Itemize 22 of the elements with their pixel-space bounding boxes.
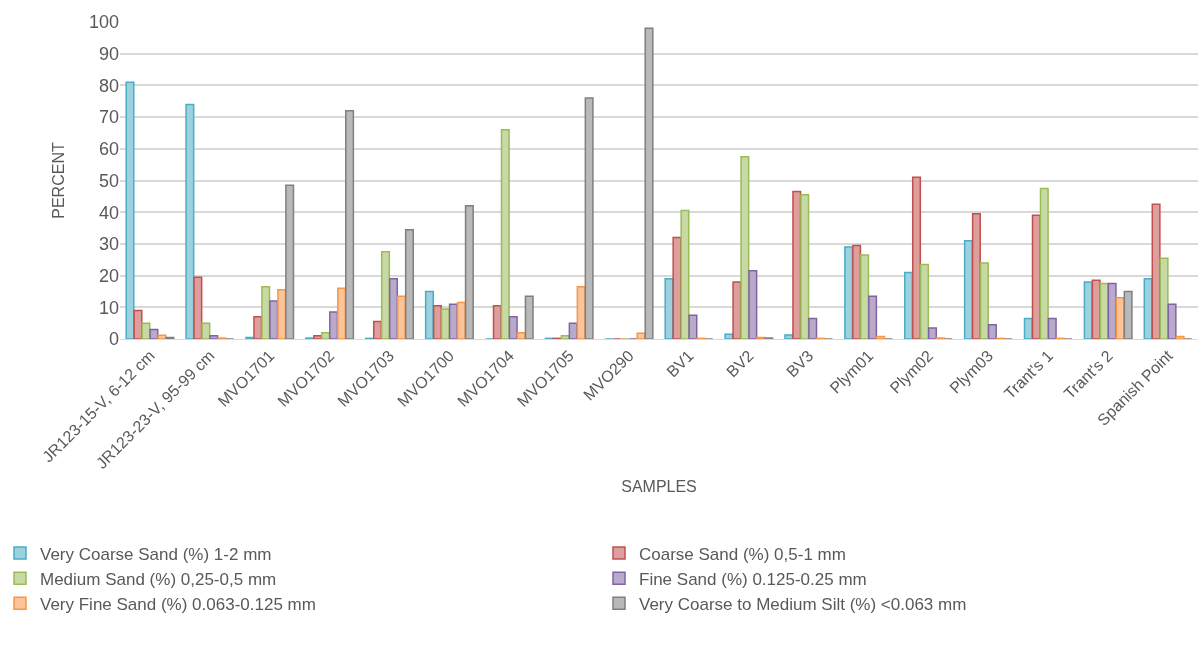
y-tick-label: 40 [98, 202, 119, 223]
y-tick-label: 70 [98, 107, 119, 128]
x-axis-title: SAMPLES [621, 478, 697, 496]
x-tick-label: BV2 [723, 346, 757, 381]
legend-label: Very Coarse to Medium Silt (%) <0.063 mm [639, 594, 967, 614]
y-tick-label: 0 [108, 329, 119, 350]
y-tick-label: 10 [98, 297, 119, 318]
y-tick-label: 90 [98, 44, 119, 64]
y-tick-label: 20 [98, 265, 119, 286]
y-axis-title: PERCENT [49, 142, 67, 219]
x-tick-label: BV3 [783, 346, 817, 381]
legend-label: Medium Sand (%) 0,25-0,5 mm [40, 569, 277, 589]
x-tick-label: BV1 [663, 346, 697, 381]
y-tick-label: 80 [98, 75, 119, 96]
y-tick-label: 60 [98, 139, 119, 160]
y-tick-label: 50 [98, 170, 119, 191]
y-tick-label: 100 [88, 12, 119, 33]
legend-label: Fine Sand (%) 0.125-0.25 mm [639, 569, 867, 589]
legend-label: Very Fine Sand (%) 0.063-0.125 mm [40, 594, 316, 614]
legend-label: Very Coarse Sand (%) 1-2 mm [40, 544, 272, 564]
legend-label: Coarse Sand (%) 0,5-1 mm [639, 544, 846, 564]
y-tick-label: 30 [98, 234, 119, 255]
